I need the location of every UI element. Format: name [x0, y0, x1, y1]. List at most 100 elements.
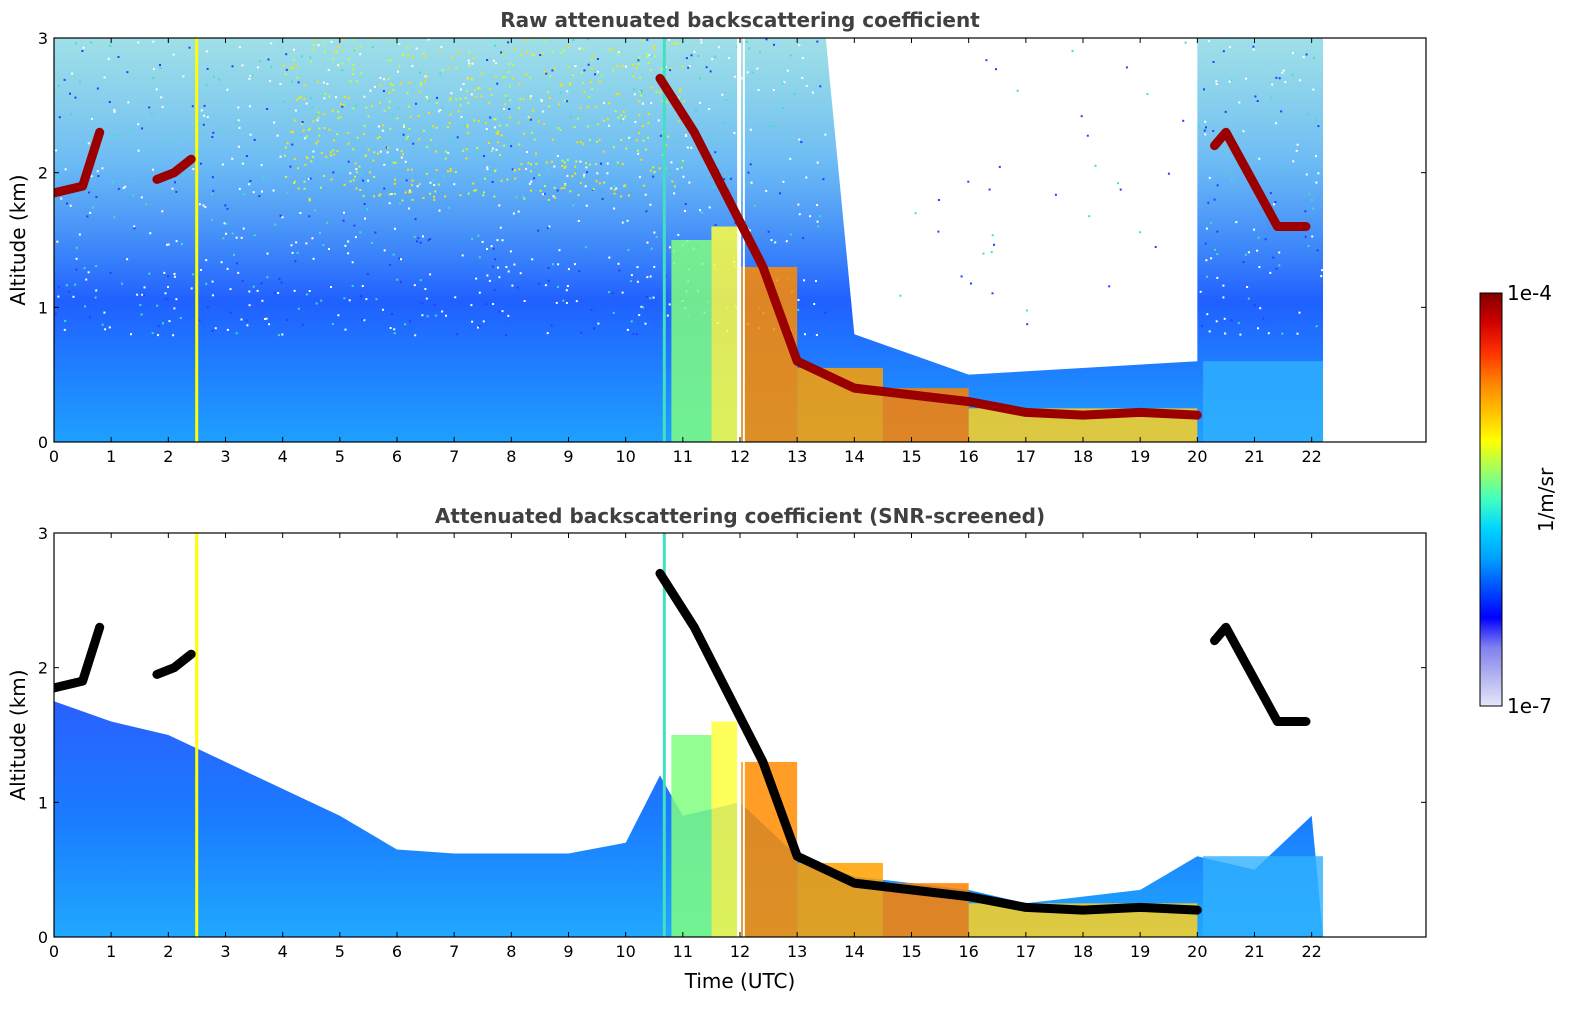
noise-speckle: [471, 62, 474, 65]
noise-speckle: [568, 82, 571, 84]
noise-speckle: [480, 95, 483, 98]
noise-speckle: [602, 150, 605, 153]
noise-speckle: [488, 173, 491, 176]
noise-speckle: [352, 179, 355, 182]
noise-speckle: [367, 115, 370, 118]
noise-speckle: [700, 41, 703, 44]
noise-speckle: [1094, 164, 1097, 167]
noise-speckle: [734, 222, 737, 225]
noise-speckle: [373, 175, 376, 178]
noise-speckle: [313, 44, 315, 46]
noise-speckle: [495, 132, 498, 135]
noise-speckle: [391, 88, 394, 91]
noise-speckle: [477, 234, 480, 237]
noise-speckle: [141, 293, 144, 296]
noise-speckle: [1025, 309, 1028, 312]
noise-speckle: [238, 46, 241, 49]
noise-speckle: [433, 304, 436, 307]
noise-speckle: [290, 131, 293, 134]
noise-speckle: [815, 280, 817, 282]
noise-speckle: [679, 88, 682, 91]
noise-speckle: [398, 43, 401, 45]
noise-speckle: [221, 163, 224, 166]
noise-speckle: [740, 77, 743, 80]
noise-speckle: [113, 110, 116, 113]
noise-speckle: [1269, 96, 1272, 99]
noise-speckle: [575, 160, 578, 163]
x-tick-label: 19: [1130, 942, 1150, 961]
noise-speckle: [520, 163, 523, 166]
noise-speckle: [506, 97, 509, 100]
noise-speckle: [472, 57, 475, 60]
noise-speckle: [809, 215, 812, 218]
noise-speckle: [1308, 192, 1311, 195]
noise-speckle: [747, 171, 750, 174]
noise-speckle: [103, 76, 106, 79]
noise-speckle: [822, 178, 825, 181]
noise-speckle: [303, 98, 306, 100]
noise-speckle: [442, 175, 445, 178]
noise-speckle: [637, 63, 640, 66]
noise-speckle: [303, 187, 306, 190]
noise-speckle: [801, 57, 804, 60]
noise-speckle: [476, 146, 479, 149]
noise-speckle: [525, 73, 528, 76]
noise-speckle: [446, 126, 449, 129]
noise-speckle: [608, 256, 611, 259]
noise-speckle: [341, 105, 344, 108]
noise-speckle: [69, 204, 72, 207]
noise-speckle: [805, 84, 808, 87]
noise-speckle: [1205, 259, 1208, 262]
noise-speckle: [491, 265, 494, 268]
noise-speckle: [140, 313, 143, 316]
noise-speckle: [362, 133, 365, 136]
noise-speckle: [550, 324, 553, 327]
noise-speckle: [1314, 118, 1317, 121]
y-tick-label: 3: [38, 524, 48, 543]
noise-speckle: [634, 120, 637, 123]
noise-speckle: [756, 67, 759, 70]
noise-speckle: [308, 177, 310, 180]
noise-speckle: [600, 162, 602, 165]
noise-speckle: [352, 73, 354, 76]
noise-speckle: [1102, 150, 1105, 153]
noise-speckle: [424, 55, 427, 58]
noise-speckle: [642, 139, 645, 142]
cloud-layer-descending-cloud: [655, 73, 1202, 420]
noise-speckle: [465, 157, 468, 160]
noise-speckle: [1275, 122, 1277, 125]
noise-speckle: [1119, 188, 1122, 191]
noise-speckle: [1315, 325, 1318, 328]
noise-speckle: [501, 310, 504, 313]
noise-speckle: [349, 172, 352, 175]
noise-speckle: [640, 305, 643, 308]
noise-speckle: [608, 102, 611, 105]
noise-speckle: [551, 160, 553, 163]
noise-speckle: [494, 126, 496, 129]
noise-speckle: [483, 191, 485, 194]
noise-speckle: [1239, 333, 1242, 336]
noise-speckle: [637, 149, 639, 152]
noise-speckle: [332, 149, 335, 152]
noise-speckle: [95, 289, 98, 292]
noise-speckle: [490, 93, 493, 96]
noise-speckle: [636, 66, 638, 69]
noise-speckle: [199, 162, 202, 165]
noise-speckle: [598, 139, 601, 141]
noise-speckle: [167, 275, 170, 278]
noise-speckle: [276, 134, 279, 137]
noise-speckle: [352, 64, 355, 66]
noise-speckle: [990, 251, 993, 254]
x-tick-label: 5: [335, 942, 345, 961]
noise-speckle: [330, 154, 332, 157]
vertical-streak: [662, 533, 666, 937]
noise-speckle: [501, 239, 504, 242]
noise-speckle: [516, 286, 519, 289]
noise-speckle: [680, 166, 683, 169]
noise-speckle: [323, 93, 326, 96]
noise-speckle: [229, 288, 232, 291]
noise-speckle: [496, 239, 499, 242]
noise-speckle: [824, 133, 827, 136]
noise-speckle: [817, 225, 820, 228]
